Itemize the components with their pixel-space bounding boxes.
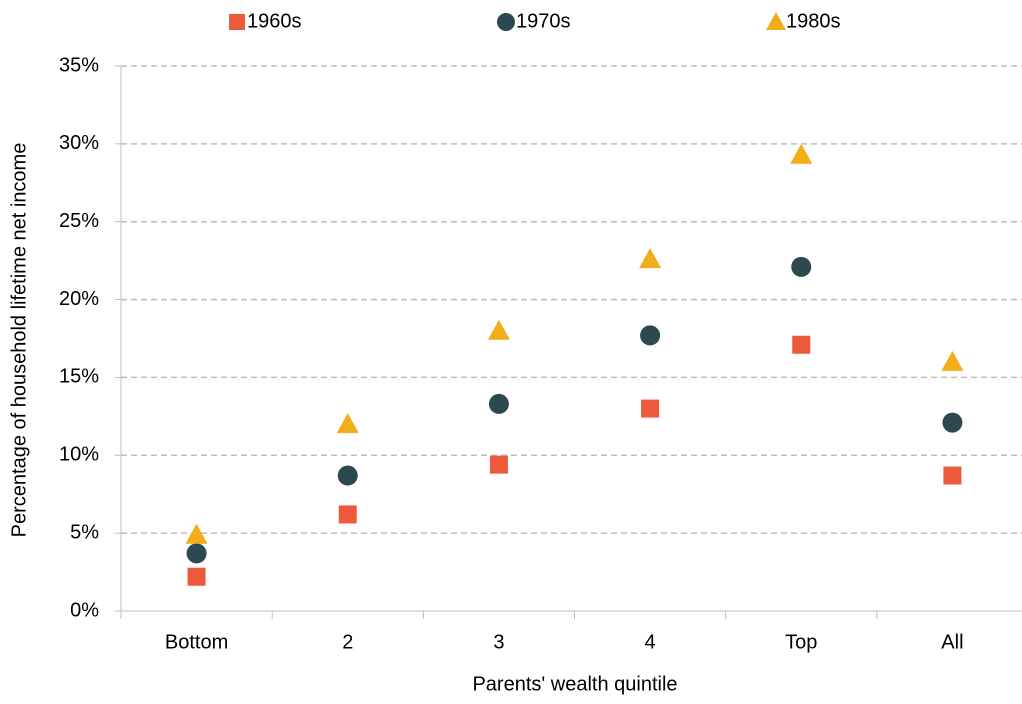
marker (489, 455, 508, 474)
y-tick-label: 15% (59, 366, 99, 388)
legend-marker (229, 14, 245, 30)
y-tick-label: 20% (59, 288, 99, 310)
marker (640, 325, 661, 346)
marker (639, 248, 662, 269)
x-tick-label: 3 (493, 631, 504, 653)
x-tick-label: 2 (342, 631, 353, 653)
marker (941, 350, 964, 371)
y-tick-label: 10% (59, 444, 99, 466)
legend-label: 1960s (247, 10, 302, 32)
marker (186, 543, 207, 564)
marker (791, 256, 812, 277)
y-tick-label: 35% (59, 54, 99, 76)
legend-marker (766, 12, 786, 30)
x-tick-label: 4 (645, 631, 656, 653)
y-axis-label: Percentage of household lifetime net inc… (8, 143, 30, 538)
marker (487, 319, 510, 340)
x-tick-label: Bottom (165, 631, 228, 653)
marker (337, 465, 358, 486)
legend-label: 1980s (786, 10, 841, 32)
y-tick-label: 0% (70, 599, 99, 621)
marker (790, 143, 813, 164)
y-tick-label: 25% (59, 210, 99, 232)
marker (943, 466, 962, 485)
marker (488, 393, 509, 414)
y-tick-label: 5% (70, 521, 99, 543)
marker (187, 567, 206, 586)
x-tick-label: All (941, 631, 963, 653)
marker (338, 505, 357, 524)
marker (185, 523, 208, 544)
y-tick-label: 30% (59, 132, 99, 154)
x-axis-label: Parents' wealth quintile (472, 673, 677, 695)
marker (641, 399, 660, 418)
marker (792, 335, 811, 354)
legend-label: 1970s (516, 10, 571, 32)
legend-marker (497, 13, 515, 31)
x-tick-label: Top (785, 631, 817, 653)
marker (336, 413, 359, 434)
marker (942, 412, 963, 433)
